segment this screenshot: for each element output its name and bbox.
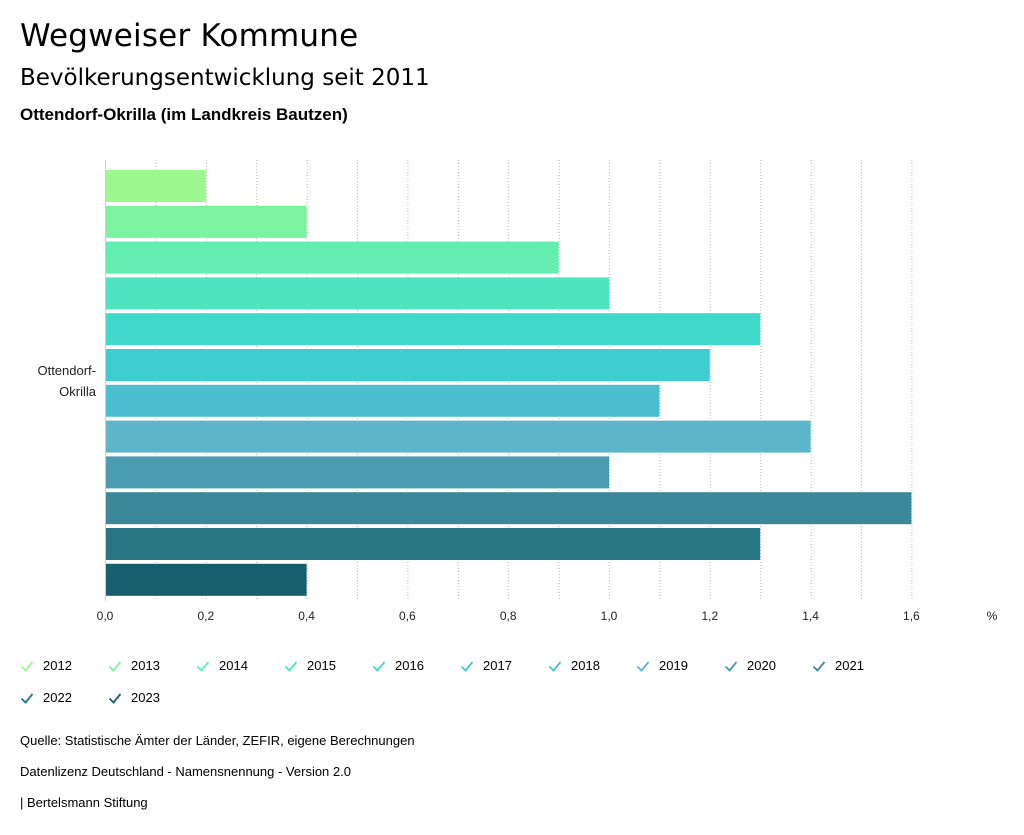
x-tick-label: 0,8 xyxy=(500,609,517,623)
legend-item-2014[interactable]: 2014 xyxy=(196,658,248,673)
check-icon xyxy=(284,660,298,672)
check-icon xyxy=(20,692,34,704)
bar-2018 xyxy=(105,384,660,417)
legend-label: 2018 xyxy=(571,658,600,673)
legend-label: 2022 xyxy=(43,690,72,705)
bar-2021 xyxy=(105,492,912,525)
bar-2023 xyxy=(105,563,307,596)
x-tick-label: 1,6 xyxy=(903,609,920,623)
legend-item-2018[interactable]: 2018 xyxy=(548,658,600,673)
check-icon xyxy=(548,660,562,672)
legend-item-2020[interactable]: 2020 xyxy=(724,658,776,673)
x-tick-label: 0,2 xyxy=(197,609,214,623)
legend-item-2016[interactable]: 2016 xyxy=(372,658,424,673)
bar-2019 xyxy=(105,420,811,453)
legend-label: 2012 xyxy=(43,658,72,673)
x-tick-label: 1,4 xyxy=(802,609,819,623)
legend-item-2022[interactable]: 2022 xyxy=(20,690,72,705)
bar-2016 xyxy=(105,313,761,346)
category-label: Ottendorf- xyxy=(37,363,96,378)
legend-label: 2017 xyxy=(483,658,512,673)
page-title: Wegweiser Kommune xyxy=(20,18,359,54)
license-note: Datenlizenz Deutschland - Namensnennung … xyxy=(20,764,351,779)
check-icon xyxy=(460,660,474,672)
bar-2014 xyxy=(105,241,559,274)
x-tick-label: 1,0 xyxy=(601,609,618,623)
region-label: Ottendorf-Okrilla (im Landkreis Bautzen) xyxy=(20,105,348,124)
check-icon xyxy=(636,660,650,672)
x-axis-unit: % xyxy=(987,609,998,623)
x-tick-label: 0,4 xyxy=(298,609,315,623)
legend-item-2012[interactable]: 2012 xyxy=(20,658,72,673)
x-tick-label: 0,0 xyxy=(97,609,114,623)
bar-2013 xyxy=(105,205,307,238)
legend-label: 2019 xyxy=(659,658,688,673)
bar-2015 xyxy=(105,277,609,310)
legend-label: 2013 xyxy=(131,658,160,673)
check-icon xyxy=(372,660,386,672)
category-label: Okrilla xyxy=(59,384,97,399)
legend-label: 2021 xyxy=(835,658,864,673)
x-tick-label: 0,6 xyxy=(399,609,416,623)
bar-2017 xyxy=(105,349,710,381)
check-icon xyxy=(108,660,122,672)
legend-item-2015[interactable]: 2015 xyxy=(284,658,336,673)
check-icon xyxy=(196,660,210,672)
legend-item-2013[interactable]: 2013 xyxy=(108,658,160,673)
check-icon xyxy=(724,660,738,672)
source-note: Quelle: Statistische Ämter der Länder, Z… xyxy=(20,733,415,748)
legend-item-2019[interactable]: 2019 xyxy=(636,658,688,673)
bar-2022 xyxy=(105,528,761,560)
bar-2012 xyxy=(105,170,206,202)
check-icon xyxy=(812,660,826,672)
legend-label: 2014 xyxy=(219,658,248,673)
bar-chart: 0,0 0,2 0,4 0,6 0,8 1,0 1,2 1,4 1,6 % Ottendorf- Ok… xyxy=(37,160,998,623)
legend-label: 2020 xyxy=(747,658,776,673)
legend-item-2023[interactable]: 2023 xyxy=(108,690,160,705)
check-icon xyxy=(20,660,34,672)
legend-item-2021[interactable]: 2021 xyxy=(812,658,864,673)
publisher-note: | Bertelsmann Stiftung xyxy=(20,795,148,810)
legend-label: 2023 xyxy=(131,690,160,705)
x-tick-label: 1,2 xyxy=(701,609,718,623)
bar-2020 xyxy=(105,456,609,489)
check-icon xyxy=(108,692,122,704)
chart-subtitle: Bevölkerungsentwicklung seit 2011 xyxy=(20,65,430,91)
legend-item-2017[interactable]: 2017 xyxy=(460,658,512,673)
legend-label: 2015 xyxy=(307,658,336,673)
legend-label: 2016 xyxy=(395,658,424,673)
